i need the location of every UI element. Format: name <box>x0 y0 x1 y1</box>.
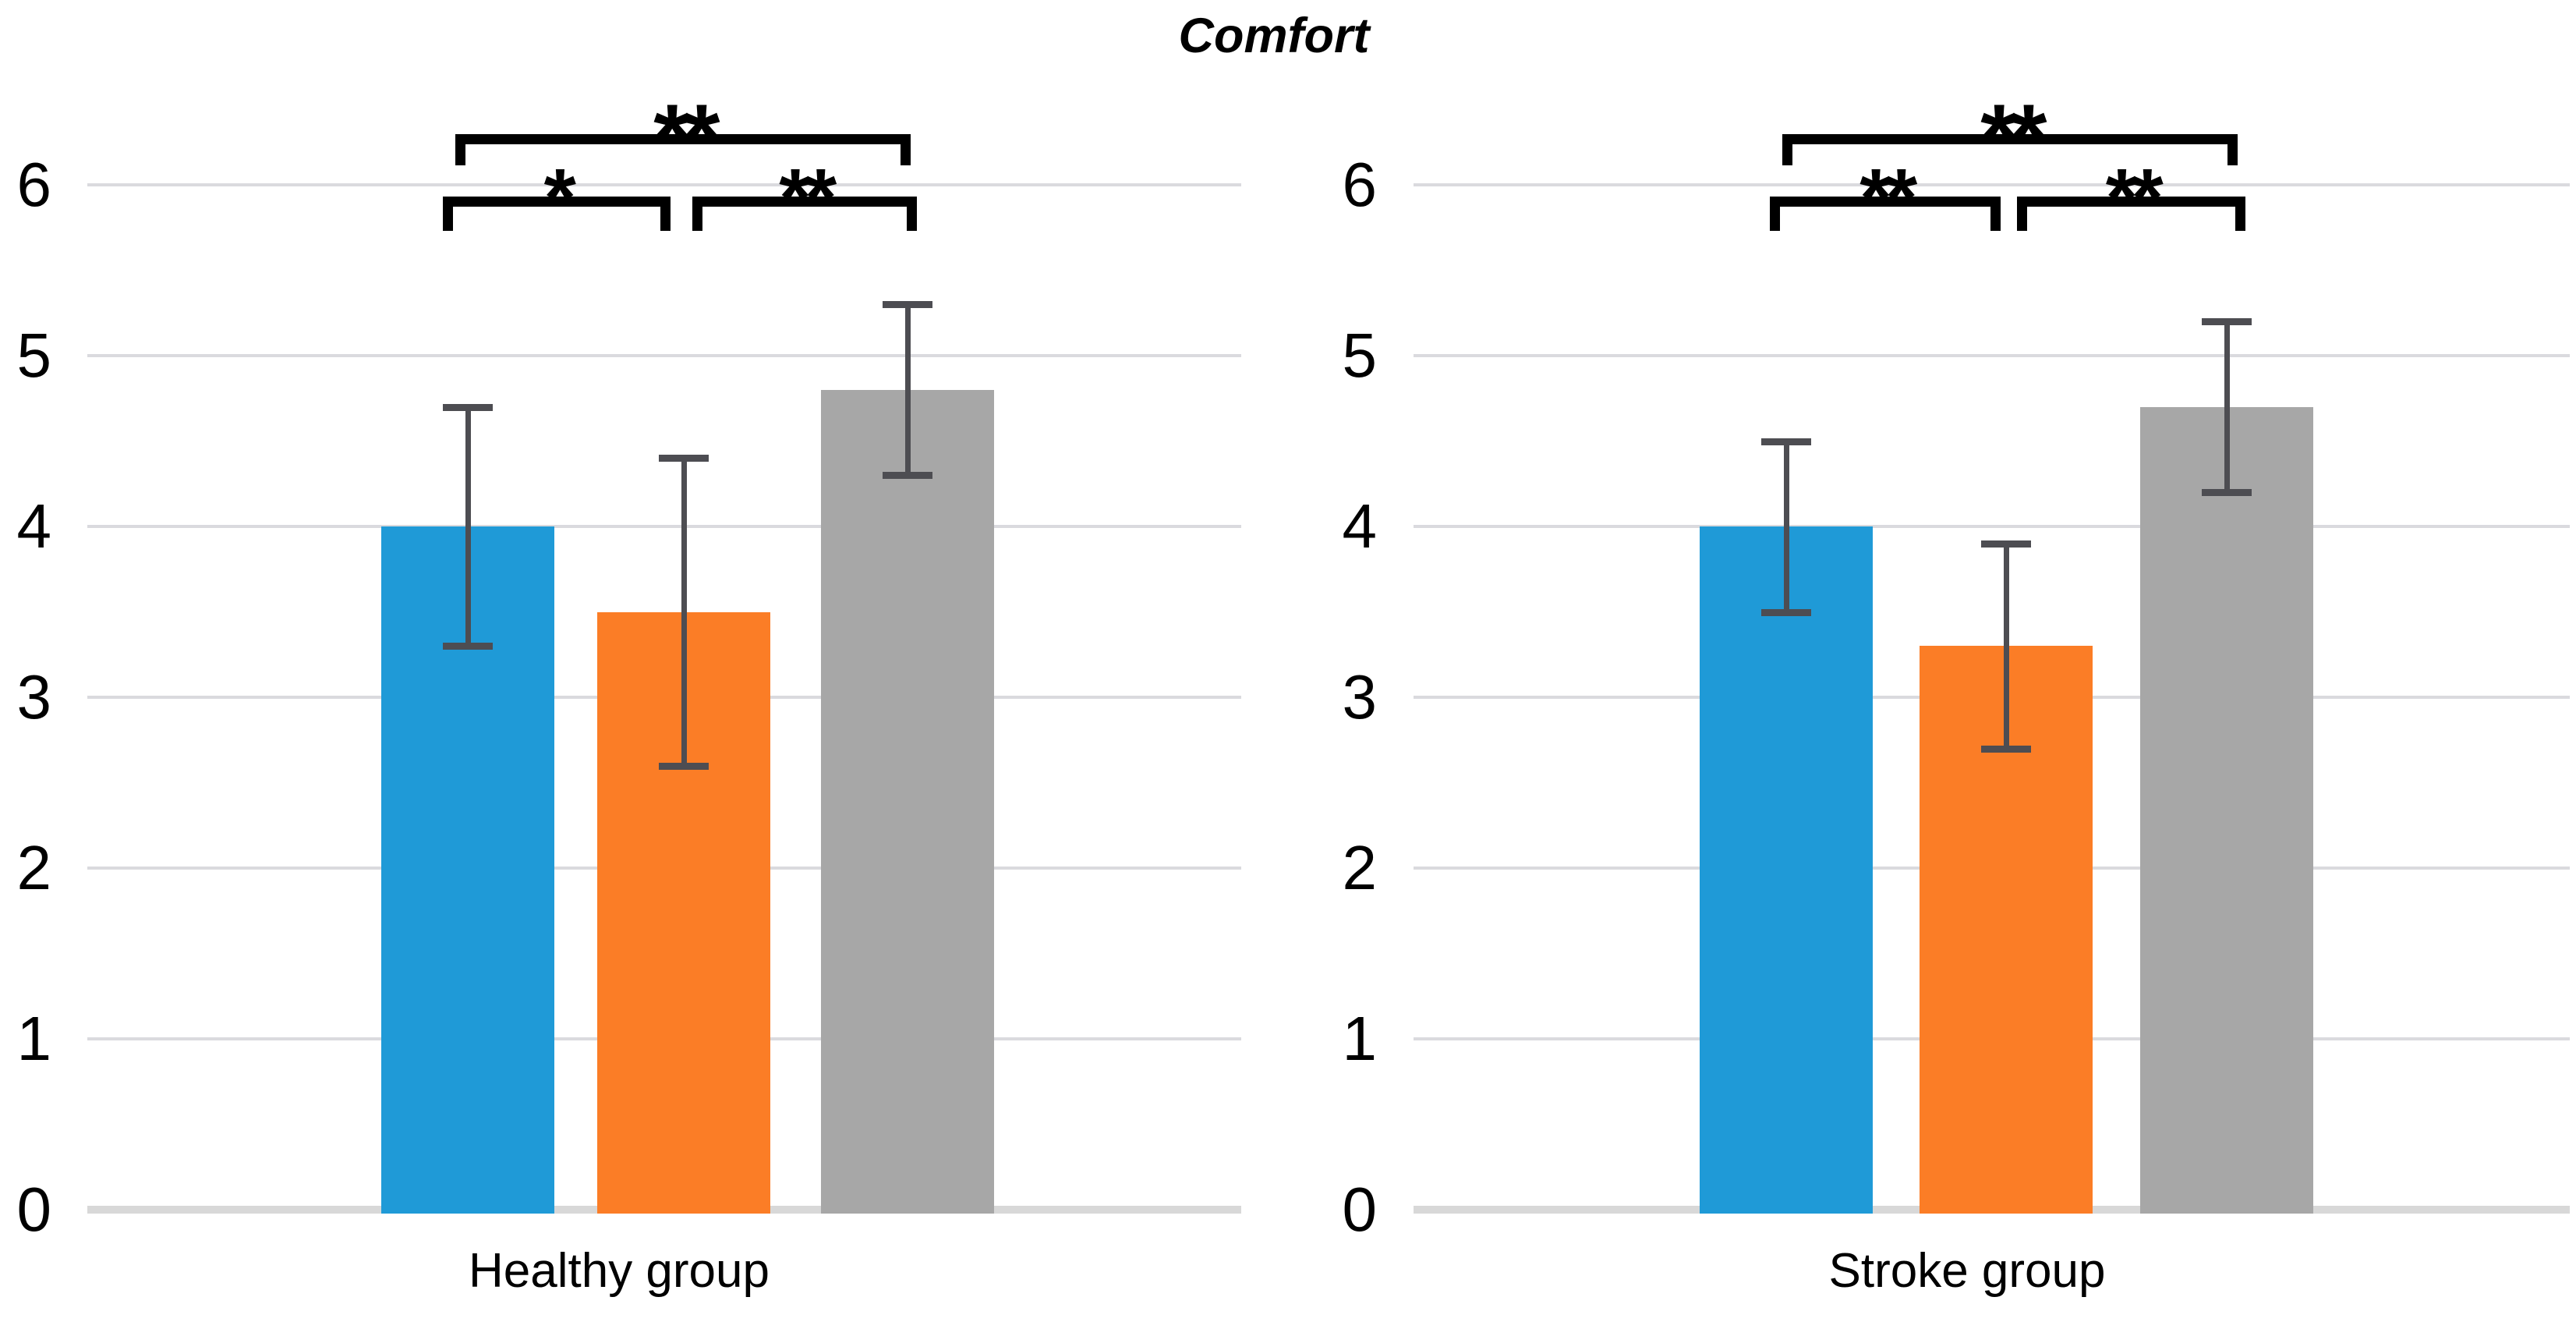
significance-bracket-2-3-tick-left <box>692 197 702 231</box>
y-tick-label: 0 <box>1342 1175 1378 1244</box>
chart-title: Comfort <box>1178 9 1370 63</box>
significance-bracket-1-3 <box>1782 134 2238 144</box>
significance-bracket-1-3-tick-right <box>2227 134 2238 165</box>
error-bar-line <box>1784 441 1789 612</box>
y-tick-label: 1 <box>1342 1004 1378 1073</box>
error-bar-cap-top <box>443 403 493 411</box>
error-bar-cap-bottom <box>443 643 493 650</box>
bar-gray <box>821 389 994 1214</box>
y-tick-label: 4 <box>1342 491 1378 561</box>
y-tick-label: 1 <box>16 1004 52 1073</box>
significance-bracket-1-3 <box>455 134 911 144</box>
significance-bracket-1-3-tick-left <box>455 134 465 165</box>
significance-bracket-1-3-tick-left <box>1782 134 1792 165</box>
gridline-y6 <box>87 183 1241 186</box>
y-tick-label: 5 <box>1342 321 1378 390</box>
gridline-y5 <box>87 354 1241 357</box>
bar-gray <box>2140 406 2313 1214</box>
error-bar-cap-top <box>1981 540 2031 548</box>
error-bar-cap-top <box>659 455 709 462</box>
significance-bracket-1-3-tick-right <box>901 134 911 165</box>
y-tick-label: 6 <box>16 150 52 219</box>
significance-bracket-1-2-tick-right <box>660 197 671 231</box>
error-bar-line <box>681 458 687 766</box>
error-bar-cap-bottom <box>1761 608 1811 616</box>
error-bar-cap-top <box>2202 318 2252 326</box>
gridline-y6 <box>1414 183 2570 186</box>
error-bar-line <box>2004 543 2009 749</box>
significance-bracket-2-3-tick-right <box>907 197 917 231</box>
significance-bracket-2-3 <box>692 197 917 207</box>
y-tick-label: 2 <box>16 833 52 902</box>
y-tick-label: 6 <box>1342 150 1378 219</box>
significance-bracket-2-3 <box>2017 197 2245 207</box>
error-bar-cap-bottom <box>883 472 932 480</box>
y-tick-label: 3 <box>1342 662 1378 732</box>
gridline-y5 <box>1414 354 2570 357</box>
error-bar-line <box>905 304 911 476</box>
significance-bracket-1-2-tick-left <box>443 197 453 231</box>
group-label-stroke-group: Stroke group <box>1828 1244 2106 1298</box>
significance-bracket-2-3-tick-left <box>2017 197 2027 231</box>
error-bar-cap-bottom <box>1981 745 2031 753</box>
significance-bracket-1-2 <box>1770 197 2001 207</box>
y-tick-label: 5 <box>16 321 52 390</box>
error-bar-cap-bottom <box>2202 489 2252 497</box>
error-bar-line <box>465 406 471 647</box>
error-bar-cap-top <box>883 301 932 309</box>
group-label-healthy-group: Healthy group <box>468 1244 770 1298</box>
significance-bracket-2-3-tick-right <box>2235 197 2245 231</box>
gridline-y4 <box>87 525 1241 528</box>
y-tick-label: 4 <box>16 491 52 561</box>
error-bar-cap-bottom <box>659 762 709 770</box>
bar-blue <box>1700 526 1873 1214</box>
significance-bracket-1-2-tick-right <box>1990 197 2001 231</box>
gridline-y4 <box>1414 525 2570 528</box>
significance-bracket-1-2-tick-left <box>1770 197 1780 231</box>
y-tick-label: 0 <box>16 1175 52 1244</box>
y-tick-label: 2 <box>1342 833 1378 902</box>
error-bar-cap-top <box>1761 438 1811 445</box>
error-bar-line <box>2224 321 2230 493</box>
significance-bracket-1-2 <box>443 197 671 207</box>
y-tick-label: 3 <box>16 662 52 732</box>
